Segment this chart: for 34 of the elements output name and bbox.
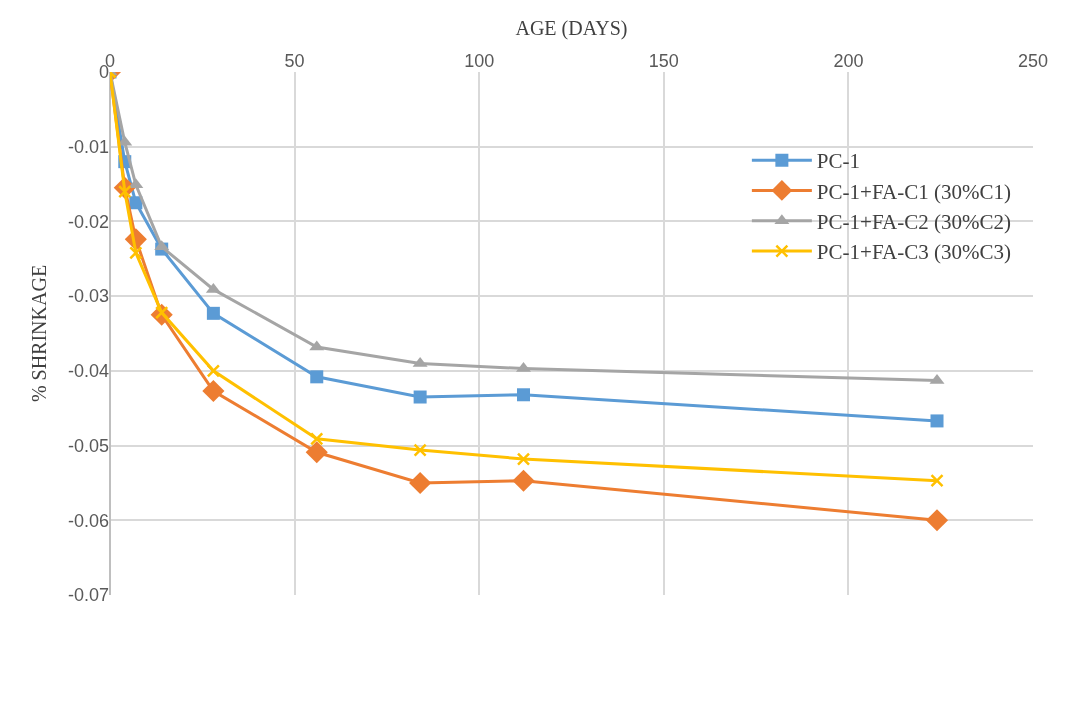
x-tick-label: 50: [284, 51, 305, 72]
point: [925, 509, 949, 532]
point: [202, 379, 225, 403]
point: [305, 441, 328, 464]
y-tick-label: -0.05: [67, 435, 109, 456]
x-tick-label: 200: [833, 51, 864, 72]
point: [129, 246, 143, 260]
legend-label: PC-1+FA-C1 (30%C1): [816, 179, 1011, 204]
point: [930, 414, 944, 428]
x-axis-title: AGE (DAYS): [515, 16, 628, 40]
legend-label: PC-1+FA-C3 (30%C3): [816, 240, 1011, 265]
point: [206, 306, 220, 320]
x-tick-label: 100: [464, 51, 495, 72]
point: [517, 388, 530, 402]
y-tick-label: -0.07: [67, 585, 109, 606]
y-tick-label: -0.02: [67, 211, 109, 232]
y-tick-label: -0.04: [67, 361, 109, 382]
point: [310, 432, 324, 446]
point: [516, 452, 531, 466]
legend-label: PC-1: [816, 149, 861, 174]
y-tick-label: -0.01: [67, 137, 109, 158]
y-tick-label: -0.06: [67, 510, 109, 531]
point: [413, 443, 427, 457]
point: [512, 469, 535, 492]
x-tick-label: 150: [648, 51, 679, 72]
point: [930, 473, 944, 488]
legend-label: PC-1+FA-C2 (30%C2): [816, 209, 1011, 234]
y-tick-label: -0.03: [67, 286, 109, 307]
point: [206, 364, 221, 378]
point: [413, 390, 427, 404]
point: [409, 471, 432, 494]
point: [310, 370, 324, 384]
x-tick-label: 250: [1017, 51, 1049, 72]
y-axis-title: % SHRINKAGE: [28, 264, 51, 403]
